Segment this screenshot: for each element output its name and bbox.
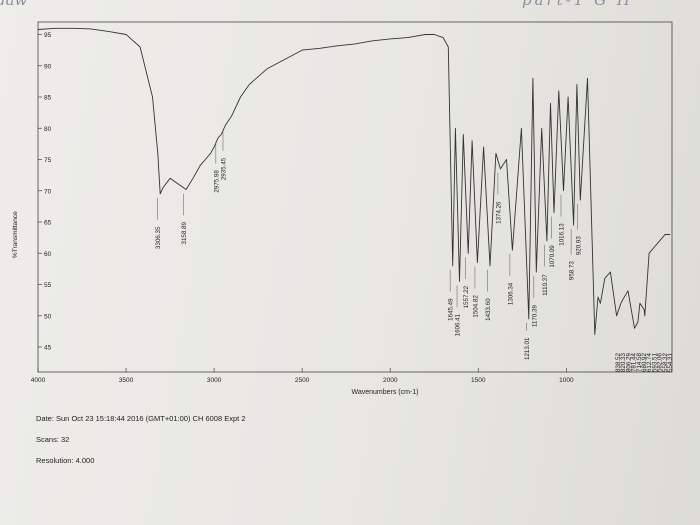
- peak-label: 3158.89: [181, 222, 188, 245]
- resolution-info: Resolution: 4.000: [36, 456, 95, 465]
- date-info: Date: Sun Oct 23 15:18:44 2016 (GMT+01:0…: [36, 414, 246, 423]
- peak-label: 958.73: [569, 261, 576, 280]
- x-tick-label: 3500: [119, 377, 134, 384]
- peak-label: 554.31: [667, 353, 674, 372]
- peak-label: 612.74: [646, 353, 653, 372]
- plot-frame: [37, 21, 673, 373]
- peak-label: 1504.82: [472, 295, 479, 318]
- x-axis-label: Wavenumbers (cm-1): [351, 389, 418, 396]
- spectrum-line: [37, 27, 671, 335]
- peak-label: 920.93: [575, 236, 582, 255]
- peak-label: 680.92: [641, 353, 648, 372]
- peak-label: 1016.13: [559, 223, 566, 246]
- y-tick-label: 75: [44, 157, 52, 164]
- x-tick-label: 1500: [471, 377, 486, 384]
- y-tick-label: 85: [44, 95, 52, 102]
- peak-label: 781.44: [631, 353, 638, 372]
- x-tick-label: 4000: [31, 377, 46, 384]
- peak-label: 714.58: [636, 353, 643, 372]
- y-tick-label: 60: [44, 251, 52, 258]
- x-tick-label: 3000: [207, 377, 222, 384]
- peak-label: 820.33: [620, 353, 627, 372]
- handwritten-note-right: part-1 G H: [522, 0, 633, 9]
- peak-label: 1606.41: [454, 313, 461, 336]
- y-tick-label: 70: [44, 188, 52, 195]
- y-tick-label: 90: [44, 63, 52, 70]
- peak-label: 1557.22: [463, 285, 470, 308]
- x-tick-label: 1000: [559, 377, 574, 384]
- peak-label: 1110.37: [542, 274, 549, 296]
- peak-label: 2935.45: [221, 157, 228, 180]
- peak-label: 558.32: [662, 353, 669, 372]
- y-tick-label: 55: [44, 282, 52, 289]
- peak-label: 1170.39: [531, 305, 538, 327]
- peak-label: 2975.98: [213, 170, 220, 193]
- peak-label: 1070.09: [549, 245, 556, 268]
- y-tick-label: 65: [44, 220, 52, 227]
- peak-label: 582.06: [657, 353, 664, 372]
- x-tick-label: 2000: [383, 377, 398, 384]
- peak-label: 806.29: [625, 353, 632, 372]
- peak-label: 1374.26: [495, 201, 502, 224]
- x-tick-label: 2500: [295, 377, 310, 384]
- peak-label: 1213.01: [524, 337, 531, 360]
- handwritten-note-left: daw: [0, 0, 28, 9]
- peak-label: 1306.34: [507, 282, 514, 305]
- y-tick-label: 50: [44, 313, 52, 320]
- y-tick-label: 45: [44, 345, 52, 352]
- peak-label: 1433.60: [485, 298, 492, 321]
- scans-info: Scans: 32: [36, 435, 70, 444]
- peak-label: 1645.49: [448, 298, 455, 321]
- peak-label: 3306.35: [155, 226, 162, 249]
- y-axis-label: %Transmittance: [12, 211, 19, 258]
- y-tick-label: 95: [44, 32, 52, 39]
- y-tick-label: 80: [44, 126, 52, 133]
- peak-label: 838.52: [615, 353, 622, 372]
- peak-label: 593.51: [651, 353, 658, 372]
